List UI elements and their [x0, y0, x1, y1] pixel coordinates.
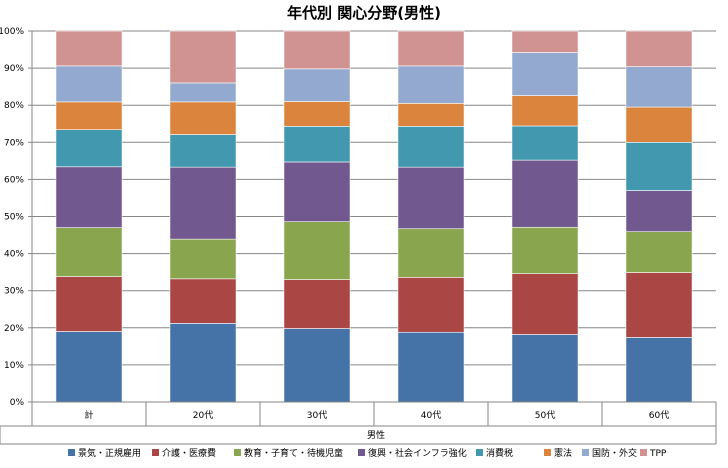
bar-segment [397, 103, 465, 127]
y-tick-label: 20% [4, 324, 24, 334]
legend: 景気・正規雇用 介護・医療費 教育・子育て・待機児童 復興・社会インフラ強化 消費税 憲法… [68, 447, 667, 459]
y-tick-label: 30% [4, 287, 24, 297]
bar-segment [511, 30, 579, 53]
x-tick-label: 40代 [421, 410, 441, 421]
bar-segment [511, 95, 579, 127]
bar-segment [169, 278, 237, 324]
bar-segment [511, 159, 579, 228]
y-tick-label: 90% [4, 64, 24, 74]
bar-segment [55, 276, 123, 332]
y-tick-label: 80% [4, 101, 24, 111]
y-tick-label: 100% [0, 27, 24, 37]
x-tick-label: 60代 [649, 410, 669, 421]
bar-segment [283, 221, 351, 280]
bar-segment [169, 134, 237, 168]
bar-segment [55, 331, 123, 403]
bar-segment [55, 227, 123, 277]
bar-segment [397, 166, 465, 230]
legend-swatch [68, 449, 75, 456]
x-tick-label: 計 [84, 409, 93, 421]
bar-segment [169, 238, 237, 280]
y-tick-label: 60% [4, 175, 24, 185]
bar-segment [397, 331, 465, 403]
bar-segment [397, 30, 465, 67]
bar-segment [511, 52, 579, 96]
legend-swatch [640, 449, 647, 456]
bar-segment [283, 101, 351, 127]
legend-label: 景気・正規雇用 [78, 447, 141, 459]
legend-swatch [476, 449, 483, 456]
bar-segment [283, 161, 351, 222]
bar-segment [55, 129, 123, 168]
legend-label: TPP [649, 449, 667, 459]
bar-segment [625, 30, 693, 67]
y-tick-label: 50% [4, 213, 24, 223]
bar-segment [169, 166, 237, 240]
y-tick-label: 0% [10, 398, 25, 408]
bar-segment [511, 334, 579, 403]
bar-segment [625, 66, 693, 108]
bar-segment [169, 82, 237, 103]
bar-segment [283, 328, 351, 403]
bar-segment [283, 68, 351, 102]
legend-swatch [544, 449, 551, 456]
x-tick-label: 20代 [193, 410, 213, 421]
bar-segment [283, 279, 351, 329]
y-axis: 0% 10% 20% 30% 40% 50% 60% 70% 80% 90% 100% [0, 27, 33, 408]
bar-segment [625, 272, 693, 338]
x-axis-label: 男性 [367, 429, 385, 441]
bar-segment [169, 323, 237, 403]
legend-label: 教育・子育て・待機児童 [244, 447, 343, 459]
bar-segment [169, 30, 237, 84]
bar-segment [169, 101, 237, 135]
legend-swatch [234, 449, 241, 456]
bar-segment [625, 231, 693, 273]
legend-label: 憲法 [554, 447, 572, 459]
bar-segment [625, 190, 693, 233]
bar-segment [55, 166, 123, 228]
bar-segment [55, 30, 123, 67]
legend-label: 国防・外交 [592, 447, 637, 459]
bar-segment [511, 226, 579, 274]
legend-swatch [358, 449, 365, 456]
bar-segment [511, 125, 579, 161]
bars [55, 30, 693, 403]
y-tick-label: 70% [4, 138, 24, 148]
bar-segment [511, 273, 579, 335]
bar-segment [625, 142, 693, 191]
gridlines [32, 30, 716, 403]
x-tick-label: 30代 [307, 410, 327, 421]
bar-segment [397, 65, 465, 104]
legend-label: 復興・社会インフラ強化 [368, 447, 467, 459]
legend-label: 介護・医療費 [162, 447, 216, 459]
x-tick-label: 50代 [535, 410, 555, 421]
chart-title: 年代別 関心分野(男性) [287, 4, 441, 22]
legend-swatch [152, 449, 159, 456]
bar-segment [625, 106, 693, 143]
bar-segment [397, 126, 465, 168]
bar-segment [397, 277, 465, 333]
bar-segment [397, 228, 465, 278]
bar-segment [55, 65, 123, 103]
y-tick-label: 10% [4, 361, 24, 371]
bar-segment [283, 30, 351, 70]
bar-segment [55, 101, 123, 130]
y-tick-label: 40% [4, 250, 24, 260]
legend-swatch [582, 449, 589, 456]
bar-segment [625, 337, 693, 403]
x-axis: 計 20代 30代 40代 50代 60代 [0, 401, 717, 445]
bar-segment [283, 126, 351, 163]
legend-label: 消費税 [486, 447, 513, 459]
